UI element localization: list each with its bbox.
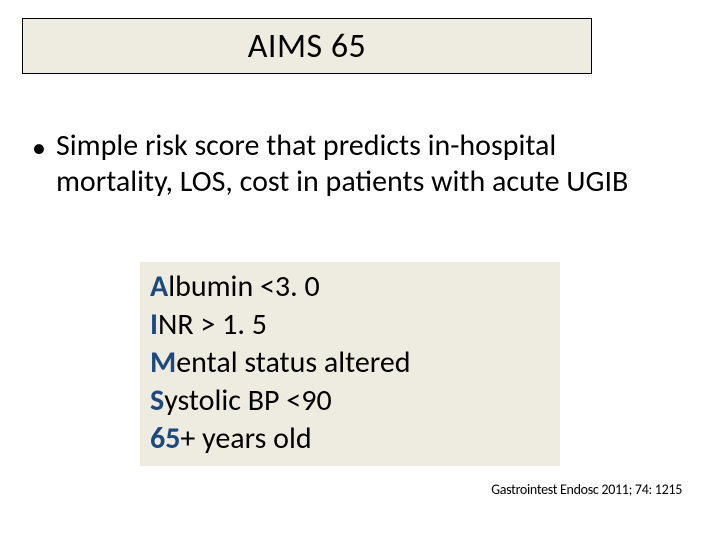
slide-title: AIMS 65	[248, 26, 367, 67]
bullet-marker: •	[32, 130, 46, 166]
criteria-lead: M	[150, 344, 176, 381]
criteria-box: Albumin <3. 0 INR > 1. 5 Mental status a…	[140, 262, 560, 466]
criteria-lead: A	[150, 268, 168, 305]
criteria-rest: ystolic BP <90	[164, 382, 331, 419]
criteria-line: 65+ years old	[150, 420, 550, 458]
criteria-lead: 65	[150, 420, 180, 457]
criteria-line: INR > 1. 5	[150, 306, 550, 344]
criteria-rest: + years old	[180, 420, 311, 457]
bullet-text: Simple risk score that predicts in-hospi…	[56, 128, 672, 200]
criteria-line: Systolic BP <90	[150, 382, 550, 420]
criteria-lead: I	[150, 306, 158, 343]
citation: Gastrointest Endosc 2011; 74: 1215	[491, 481, 682, 498]
criteria-line: Albumin <3. 0	[150, 268, 550, 306]
criteria-lead: S	[150, 382, 164, 419]
criteria-line: Mental status altered	[150, 344, 550, 382]
title-bar: AIMS 65	[22, 18, 592, 74]
bullet-block: • Simple risk score that predicts in-hos…	[32, 128, 672, 200]
criteria-rest: lbumin <3. 0	[168, 268, 320, 305]
criteria-rest: NR > 1. 5	[158, 306, 267, 343]
criteria-rest: ental status altered	[176, 344, 410, 381]
